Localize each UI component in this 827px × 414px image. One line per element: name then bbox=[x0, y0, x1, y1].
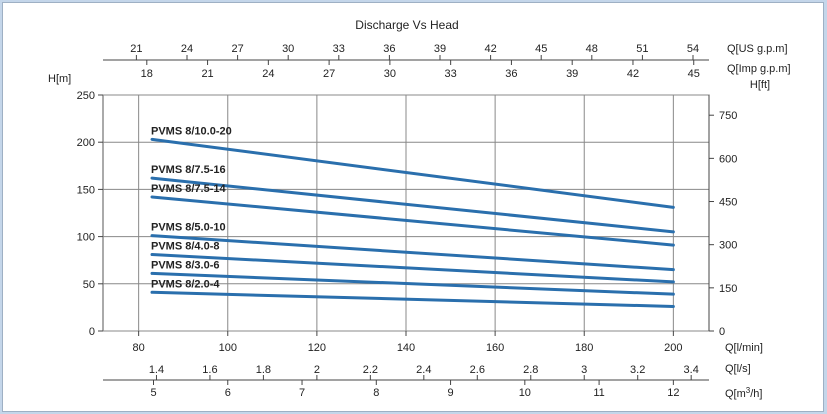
x-usgpm-tick-label: 36 bbox=[383, 43, 395, 55]
x-lps-tick-label: 2.6 bbox=[470, 364, 485, 376]
x-lps-tick-label: 3.4 bbox=[684, 364, 699, 376]
x-lps-tick-label: 1.8 bbox=[256, 364, 271, 376]
series-line bbox=[150, 253, 675, 284]
y2-tick-label: 0 bbox=[719, 326, 725, 338]
x-usgpm-tick-label: 51 bbox=[636, 43, 648, 55]
series-line bbox=[150, 234, 675, 272]
series-line bbox=[150, 195, 675, 247]
series-line bbox=[150, 290, 675, 308]
x-usgpm-tick-label: 24 bbox=[181, 43, 193, 55]
x-m3h-tick-label: 12 bbox=[667, 387, 679, 399]
series-label: PVMS 8/10.0-20 bbox=[151, 125, 232, 137]
x-usgpm-tick-label: 42 bbox=[484, 43, 496, 55]
y2-tick-label: 300 bbox=[719, 240, 737, 252]
y-tick-label: 200 bbox=[77, 137, 95, 149]
x-m3h-tick-label: 6 bbox=[225, 387, 231, 399]
x-axis-label: Q[l/min] bbox=[725, 342, 763, 354]
x-lps-tick-label: 2.4 bbox=[416, 364, 431, 376]
x-usgpm-tick-label: 54 bbox=[687, 43, 699, 55]
x-usgpm-tick-label: 21 bbox=[130, 43, 142, 55]
y2-tick-label: 150 bbox=[719, 283, 737, 295]
x-lps-axis-label: Q[l/s] bbox=[725, 363, 751, 375]
x-lps-tick-label: 3.2 bbox=[630, 364, 645, 376]
x-impgpm-tick-label: 27 bbox=[323, 68, 335, 80]
series-label: PVMS 8/5.0-10 bbox=[151, 222, 226, 234]
x-lps-tick-label: 1.6 bbox=[202, 364, 217, 376]
series-label: PVMS 8/2.0-4 bbox=[151, 278, 220, 290]
y-tick-label: 50 bbox=[83, 279, 95, 291]
x-lps-tick-label: 2.8 bbox=[523, 364, 538, 376]
x-impgpm-tick-label: 39 bbox=[566, 68, 578, 80]
x-usgpm-tick-label: 33 bbox=[333, 43, 345, 55]
y-tick-label: 0 bbox=[89, 326, 95, 338]
series bbox=[150, 137, 675, 308]
x-impgpm-tick-label: 36 bbox=[505, 68, 517, 80]
series-line bbox=[150, 271, 675, 296]
x-usgpm-tick-label: 27 bbox=[231, 43, 243, 55]
x-impgpm-tick-label: 45 bbox=[688, 68, 700, 80]
x-m3h-axis-label: Q[m3/h] bbox=[725, 386, 762, 400]
x-m3h-tick-label: 11 bbox=[593, 387, 604, 399]
x-tick-label: 120 bbox=[308, 342, 326, 354]
x-lps-tick-label: 3 bbox=[581, 364, 587, 376]
y2-axis-label: H[ft] bbox=[750, 79, 770, 91]
chart-title: Discharge Vs Head bbox=[355, 18, 458, 32]
x-m3h-tick-label: 5 bbox=[150, 387, 156, 399]
x-tick-label: 100 bbox=[219, 342, 237, 354]
x-m3h-tick-label: 9 bbox=[447, 387, 453, 399]
x-impgpm-axis-label: Q[Imp g.p.m] bbox=[727, 63, 791, 75]
x-usgpm-tick-label: 30 bbox=[282, 43, 294, 55]
x-tick-label: 140 bbox=[397, 342, 415, 354]
x-m3h-tick-label: 7 bbox=[299, 387, 305, 399]
series-label: PVMS 8/3.0-6 bbox=[151, 259, 219, 271]
x-impgpm-tick-label: 42 bbox=[627, 68, 639, 80]
y-axis-label: H[m] bbox=[48, 73, 71, 85]
grid bbox=[102, 94, 710, 332]
x-lps-tick-label: 2.2 bbox=[363, 364, 378, 376]
y-tick-label: 150 bbox=[77, 184, 95, 196]
y-tick-label: 250 bbox=[77, 90, 95, 102]
x-tick-label: 160 bbox=[486, 342, 504, 354]
series-labels: PVMS 8/10.0-20 PVMS 8/7.5-16 PVMS 8/7.5-14… bbox=[151, 125, 232, 290]
y-tick-label: 100 bbox=[77, 232, 95, 244]
y2-tick-label: 450 bbox=[719, 197, 737, 209]
y2-tick-label: 600 bbox=[719, 153, 737, 165]
x-usgpm-tick-label: 48 bbox=[586, 43, 598, 55]
series-label: PVMS 8/4.0-8 bbox=[151, 241, 219, 253]
x-usgpm-tick-label: 45 bbox=[535, 43, 547, 55]
x-tick-label: 180 bbox=[575, 342, 593, 354]
x-lps-tick-label: 1.4 bbox=[149, 364, 164, 376]
x-usgpm-axis-label: Q[US g.p.m] bbox=[727, 43, 788, 55]
x-tick-label: 200 bbox=[664, 342, 682, 354]
x-tick-label: 80 bbox=[133, 342, 145, 354]
x-usgpm-tick-label: 39 bbox=[434, 43, 446, 55]
series-label: PVMS 8/7.5-16 bbox=[151, 164, 226, 176]
series-line bbox=[150, 176, 675, 234]
x-impgpm-tick-label: 18 bbox=[141, 68, 153, 80]
y2-tick-label: 750 bbox=[719, 110, 737, 122]
x-impgpm-tick-label: 24 bbox=[262, 68, 274, 80]
x-impgpm-tick-label: 21 bbox=[201, 68, 213, 80]
x-impgpm-tick-label: 30 bbox=[384, 68, 396, 80]
x-m3h-tick-label: 10 bbox=[519, 387, 531, 399]
axes: 0 50 100 150 200 250 H[m] 0 150 300 450 600 750 H[ft]… bbox=[48, 43, 791, 400]
series-line bbox=[150, 137, 675, 209]
x-lps-tick-label: 2 bbox=[314, 364, 320, 376]
x-m3h-tick-label: 8 bbox=[373, 387, 379, 399]
series-label: PVMS 8/7.5-14 bbox=[151, 183, 226, 195]
x-impgpm-tick-label: 33 bbox=[445, 68, 457, 80]
